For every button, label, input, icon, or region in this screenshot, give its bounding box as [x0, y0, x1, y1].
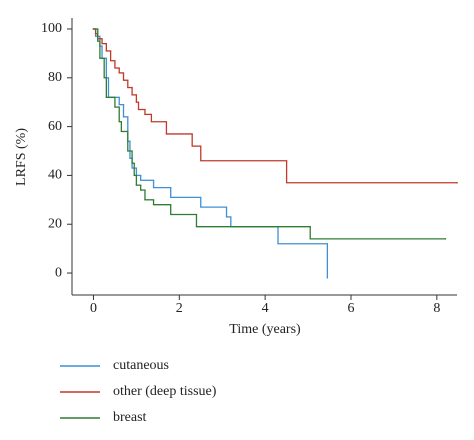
x-tick-label: 8	[433, 301, 440, 316]
y-tick-label: 20	[48, 216, 62, 231]
x-tick-label: 4	[262, 301, 269, 316]
y-tick-label: 60	[48, 119, 62, 134]
x-tick-label: 2	[176, 301, 183, 316]
x-tick-label: 6	[347, 301, 354, 316]
legend-label: cutaneous	[113, 358, 169, 373]
legend-label: other (deep tissue)	[113, 384, 217, 399]
y-tick-label: 100	[41, 21, 62, 36]
legend-label: breast	[113, 410, 147, 425]
y-tick-label: 80	[48, 70, 62, 85]
y-tick-label: 40	[48, 168, 62, 183]
y-axis-label: LRFS (%)	[14, 128, 29, 186]
y-tick-label: 0	[55, 265, 62, 280]
x-axis-label: Time (years)	[229, 322, 301, 337]
x-tick-label: 0	[90, 301, 97, 316]
